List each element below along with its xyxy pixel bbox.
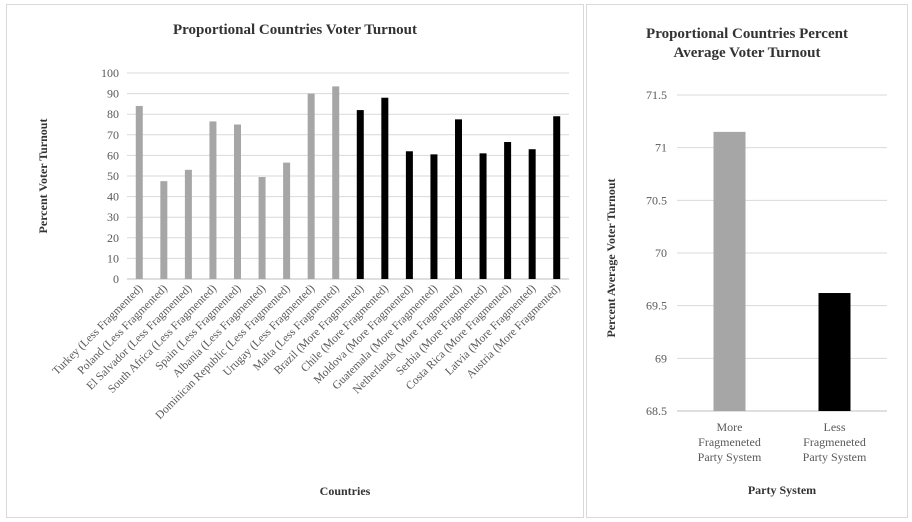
y-tick-label: 50 [107,169,119,183]
y-tick-label: 40 [107,190,119,204]
y-tick-label: 100 [101,66,119,80]
y-tick-label: 20 [107,231,119,245]
bar [504,142,512,279]
y-tick-label: 60 [107,148,119,162]
y-tick-label: 90 [107,87,119,101]
bar [479,153,487,279]
bar [818,293,851,411]
y-tick-label: 69.5 [646,299,667,313]
chart-title: Proportional Countries Voter Turnout [172,22,418,38]
bar [455,119,462,279]
bar [553,116,561,279]
bar [430,154,438,279]
bar [234,124,241,279]
x-tick-label: Party System [698,450,762,464]
chart-title-line: Average Voter Turnout [673,45,821,61]
bar [209,121,217,279]
y-tick-label: 69 [655,351,667,365]
bar [283,162,291,279]
y-tick-label: 71 [655,141,667,155]
bar [528,149,536,279]
y-tick-label: 68.5 [646,404,667,418]
x-tick-label: Party System [803,450,867,464]
bar [160,181,168,279]
y-tick-label: 70 [107,128,119,142]
x-tick-label: More [717,420,743,434]
x-tick-label: Less [824,420,846,434]
voter-turnout-chart-panel: Proportional Countries Voter Turnout 0 10… [6,4,584,518]
bar [713,131,746,411]
y-tick-label: 71.5 [646,88,667,102]
bar [307,93,315,279]
y-tick-label: 30 [107,210,119,224]
bar [135,105,143,280]
y-tick-label: 10 [107,251,119,265]
bar [405,151,413,279]
bar [332,86,340,279]
bar [258,177,266,279]
y-tick-label: 70 [655,246,667,260]
average-turnout-bar-chart: 68.56969.57070.57171.5MoreFragmenetedPar… [604,88,887,497]
x-tick-label: Fragmeneted [803,435,866,449]
x-axis-title: Party System [748,483,816,497]
y-axis-title: Percent Average Voter Turnout [604,179,618,338]
chart-title-line: Proportional Countries Percent [646,26,848,42]
bar [184,169,192,279]
bar [381,97,389,279]
bar [356,110,364,279]
y-tick-label: 70.5 [646,193,667,207]
x-axis-title: Countries [320,484,371,498]
x-tick-label: Fragmeneted [698,435,761,449]
average-turnout-chart-panel: Proportional Countries Percent Average V… [586,4,908,518]
chart-title: Proportional Countries Percent Average V… [587,25,907,63]
y-axis-title: Percent Voter Turnout [36,119,50,234]
y-tick-label: 80 [107,107,119,121]
y-tick-label: 0 [113,272,119,286]
